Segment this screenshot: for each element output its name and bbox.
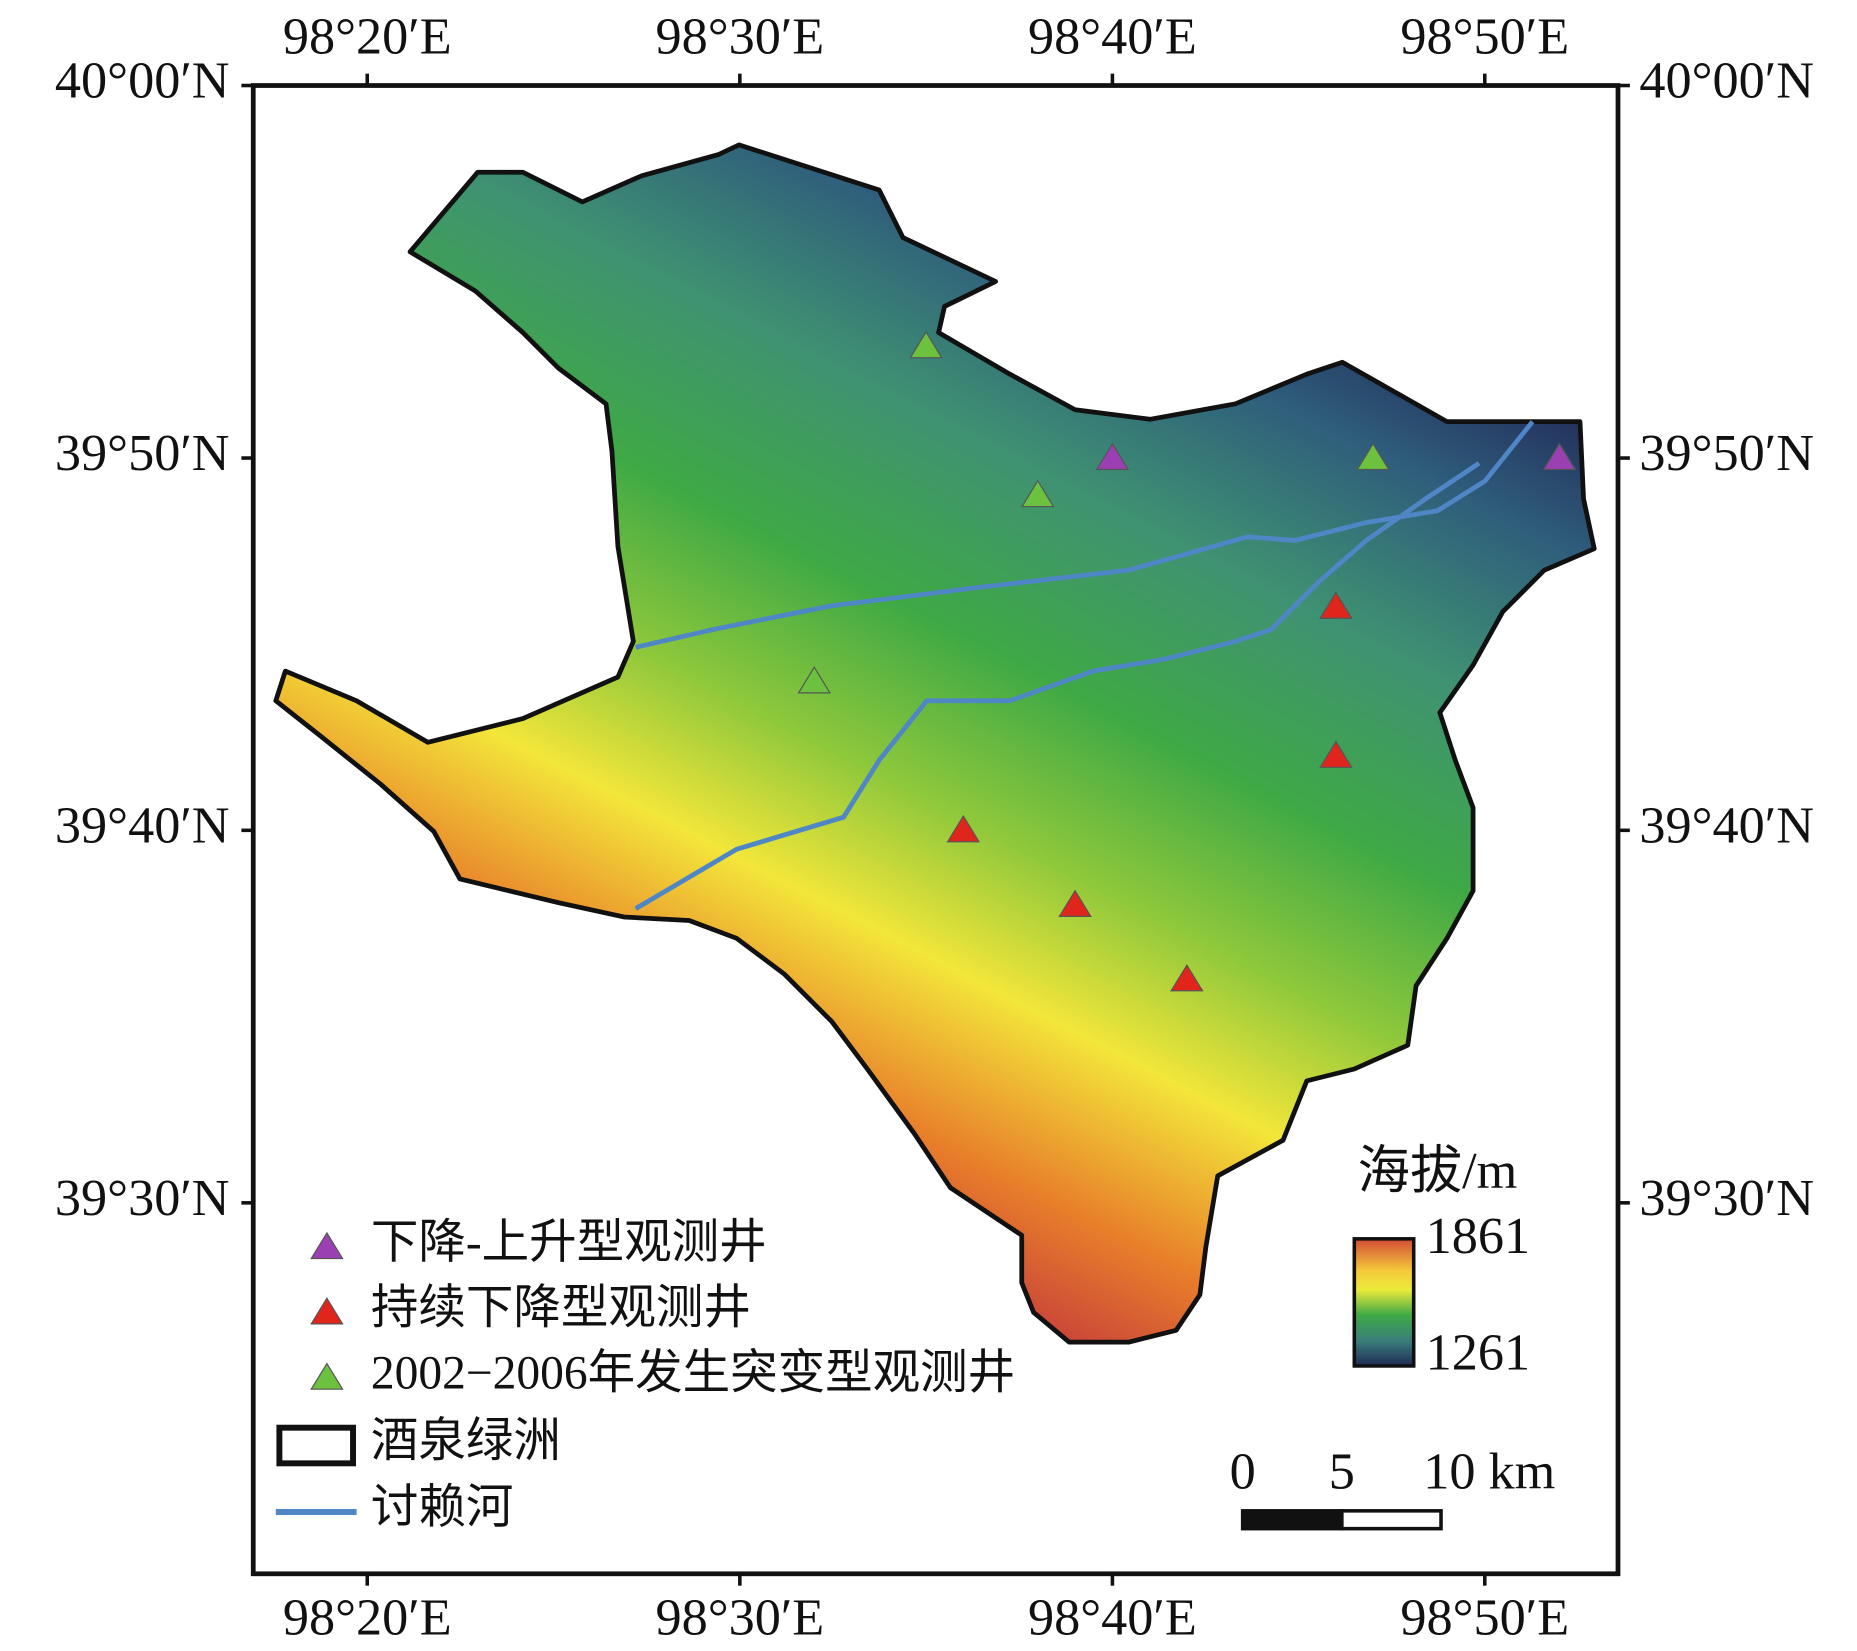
legend-boundary-swatch <box>276 1424 356 1467</box>
x-tick-label: 98°50′E <box>1400 1588 1569 1646</box>
scale-bar-segment <box>1340 1509 1443 1531</box>
colorbar-title: 海拔/m <box>1358 1142 1518 1200</box>
river <box>635 420 1535 650</box>
legend-river-label: 讨赖河 <box>371 1482 514 1534</box>
well-marker <box>1319 591 1353 619</box>
well-marker <box>1356 442 1390 471</box>
y-tick-label: 39°50′N <box>1639 424 1814 482</box>
x-tick-label: 98°50′E <box>1400 8 1569 66</box>
well-marker <box>946 814 981 843</box>
legend-label: 持续下降型观测井 <box>371 1282 751 1334</box>
y-tick-label: 39°30′N <box>1639 1169 1814 1227</box>
oasis-boundary <box>273 142 1597 1345</box>
well-marker <box>909 330 943 359</box>
well-marker <box>1170 963 1204 992</box>
well-marker <box>1319 740 1353 768</box>
scale-bar-label: 5 <box>1329 1442 1355 1500</box>
legend-marker <box>310 1362 344 1390</box>
well-marker <box>1542 442 1577 471</box>
y-tick-label: 39°30′N <box>55 1169 230 1227</box>
y-tick-label: 39°40′N <box>1639 796 1814 854</box>
y-tick-label: 39°40′N <box>55 796 230 854</box>
scale-bar-label: 0 <box>1230 1442 1256 1500</box>
scale-bar-label: 10 km <box>1423 1442 1555 1500</box>
well-marker <box>1021 479 1055 508</box>
legend-label: 下降-上升型观测井 <box>371 1217 767 1269</box>
x-tick-label: 98°30′E <box>655 1588 824 1646</box>
legend-label: 2002−2006年发生突变型观测井 <box>371 1348 1015 1400</box>
legend-marker <box>310 1231 344 1260</box>
x-tick-label: 98°30′E <box>655 8 824 66</box>
y-tick-label: 39°50′N <box>55 424 230 482</box>
x-tick-label: 98°20′E <box>283 8 452 66</box>
legend-boundary-label: 酒泉绿洲 <box>371 1415 561 1467</box>
well-marker <box>1095 442 1130 471</box>
x-tick-label: 98°20′E <box>283 1588 452 1646</box>
colorbar <box>1352 1237 1416 1368</box>
well-marker <box>797 666 831 694</box>
x-tick-label: 98°40′E <box>1028 8 1197 66</box>
scale-bar-segment <box>1240 1509 1344 1531</box>
y-tick-label: 40°00′N <box>55 52 230 110</box>
colorbar-max-label: 1861 <box>1426 1207 1531 1265</box>
colorbar-min-label: 1261 <box>1426 1324 1531 1382</box>
x-tick-label: 98°40′E <box>1028 1588 1197 1646</box>
legend-marker <box>310 1297 344 1325</box>
river <box>634 461 1481 911</box>
y-tick-label: 40°00′N <box>1639 52 1814 110</box>
well-marker <box>1058 889 1092 917</box>
